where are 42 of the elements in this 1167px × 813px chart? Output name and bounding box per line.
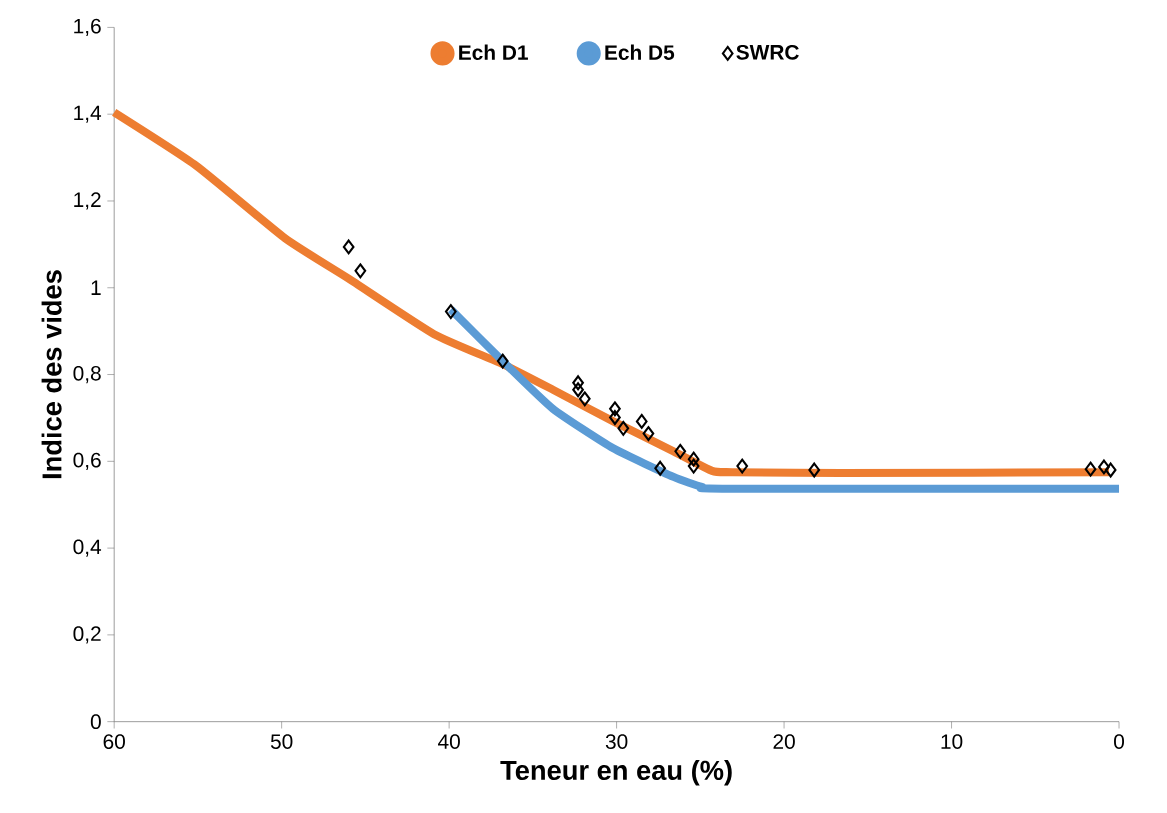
x-tick-label: 60 (103, 734, 125, 749)
point (496, 353, 509, 369)
point (444, 304, 457, 320)
point (1084, 461, 1097, 477)
legend-label: Ech D5 (605, 44, 675, 60)
point (572, 375, 584, 391)
y-tick-label: 1,6 (74, 18, 101, 37)
point (572, 382, 584, 398)
point (578, 391, 591, 407)
y-tick-label: 1,2 (74, 192, 101, 210)
point (808, 462, 821, 478)
y-tick-label: 0,6 (73, 452, 101, 470)
point (642, 426, 655, 442)
legend-label: SWRC (736, 44, 799, 60)
x-tick-label: 20 (773, 734, 795, 749)
x-tick-label: 10 (941, 734, 963, 749)
point (354, 263, 367, 279)
x-axis-title: Teneur en eau (%) (500, 760, 732, 786)
y-tick-label: 0,4 (73, 539, 102, 557)
x-tick-label: 50 (270, 734, 293, 749)
point (1098, 459, 1110, 475)
point (1104, 462, 1117, 478)
legend-label: Ech D1 (459, 44, 528, 60)
x-tick-label: 0 (1114, 734, 1125, 749)
y-axis-title: Indice des vides (41, 270, 62, 479)
point (687, 458, 700, 474)
point (342, 239, 355, 255)
y-tick-label: 0,8 (73, 365, 101, 384)
point (635, 413, 648, 429)
y-tick-label: 1,4 (74, 105, 102, 123)
x-tick-label: 40 (438, 734, 460, 749)
y-tick-label: 1 (91, 280, 101, 295)
point (609, 401, 621, 417)
y-tick-label: 0 (90, 714, 101, 730)
point (674, 443, 687, 459)
point (617, 420, 630, 436)
point (654, 460, 667, 476)
point (687, 451, 700, 467)
point (736, 458, 749, 474)
x-tick-label: 30 (605, 734, 628, 749)
point (609, 410, 621, 425)
y-tick-label: 0,2 (73, 626, 101, 644)
